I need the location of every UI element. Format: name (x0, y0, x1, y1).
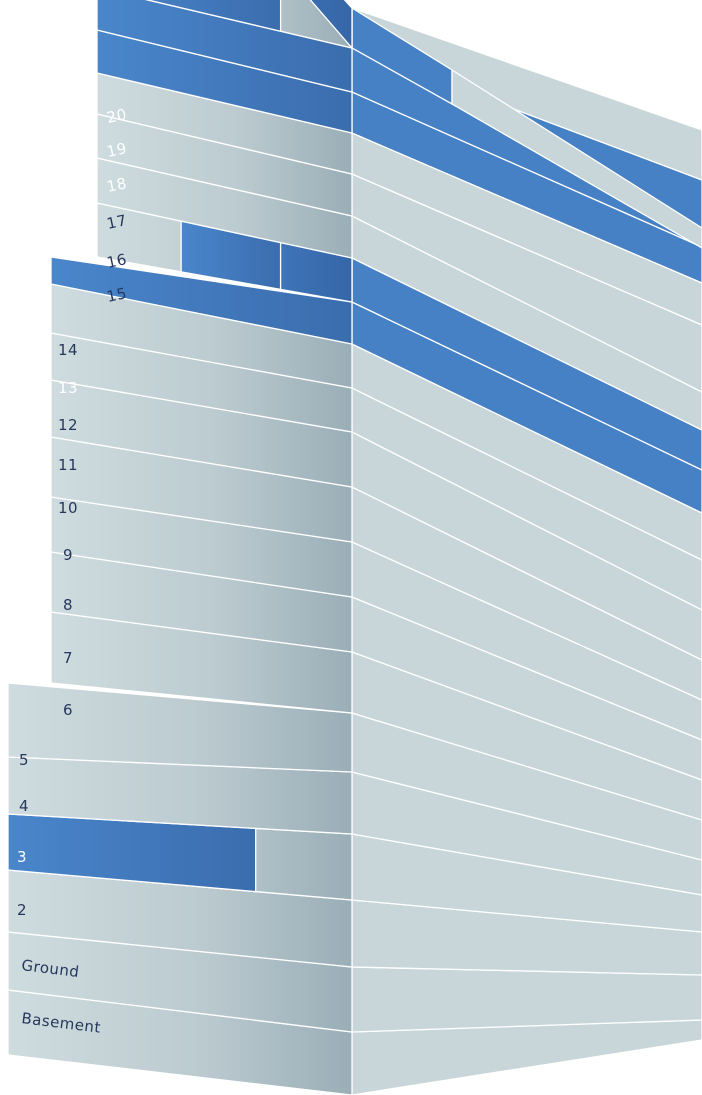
floor-label-f2: 2 (17, 901, 27, 919)
floor-label-f4: 4 (19, 797, 29, 815)
floor-label-f11: 11 (58, 456, 78, 474)
side-band-basement (351, 1019, 702, 1095)
floor-label-f3: 3 (17, 848, 27, 866)
floor-label-f12: 12 (58, 416, 78, 434)
floor-label-f17: 17 (105, 211, 128, 233)
front-highlight-f20 (145, 0, 282, 33)
front-band-f5 (7, 682, 353, 773)
floor-label-f13: 13 (58, 379, 78, 397)
floor-label-f6: 6 (63, 701, 73, 719)
floor-label-f8: 8 (63, 596, 73, 614)
floor-labels: BasementGround23456789101112131415161718… (17, 105, 128, 1037)
floor-label-f9: 9 (63, 546, 73, 564)
roof-side-panel-2 (451, 68, 702, 249)
building-front-face (7, 0, 353, 1095)
floor-label-f16: 16 (105, 250, 128, 272)
floor-label-f7: 7 (63, 649, 73, 667)
floor-label-f14: 14 (58, 341, 78, 359)
front-band-f13 (50, 256, 353, 345)
side-band-ground (351, 966, 702, 1033)
building-side-face (351, 6, 702, 1095)
floor-label-f19: 19 (105, 139, 128, 161)
roof-front-panel-2 (309, 0, 353, 50)
floor-label-f20: 20 (105, 105, 128, 127)
floor-label-f10: 10 (58, 499, 78, 517)
floor-label-f18: 18 (105, 174, 128, 196)
floor-label-f15: 15 (105, 284, 128, 306)
floor-label-f5: 5 (19, 751, 29, 769)
